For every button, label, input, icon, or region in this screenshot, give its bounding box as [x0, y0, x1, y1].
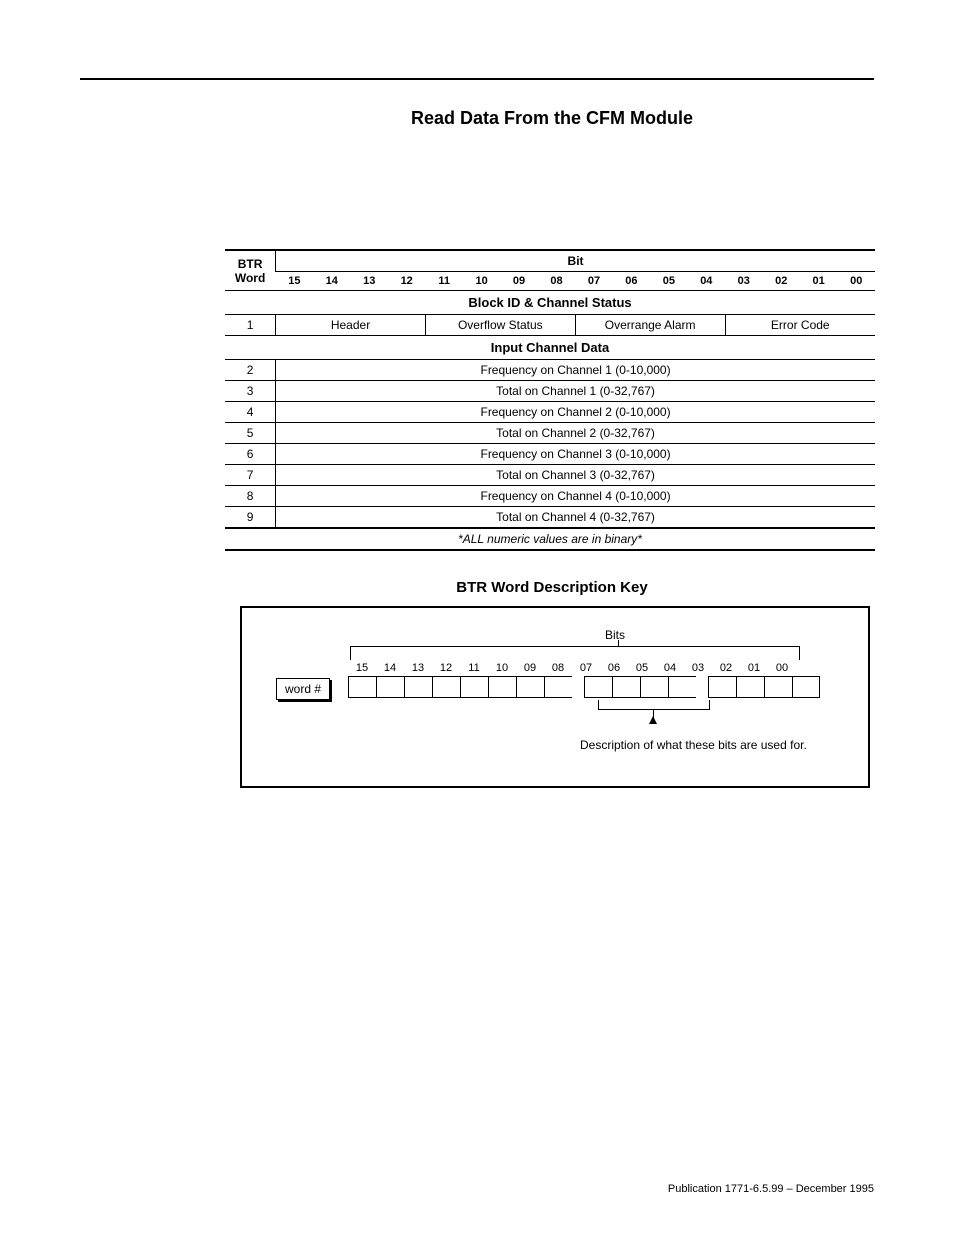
word-cell: 7 [225, 465, 276, 486]
bit-box [460, 676, 488, 698]
key-diagram: Bits 15 14 13 12 11 10 09 08 07 06 05 04… [240, 606, 870, 788]
bit-col-06: 06 [613, 272, 650, 291]
bit-col-09: 09 [500, 272, 537, 291]
bit-box [376, 676, 404, 698]
col-header-word: BTR Word [225, 250, 276, 291]
bit-box [640, 676, 668, 698]
bit-box [516, 676, 544, 698]
bitnum: 14 [376, 662, 404, 674]
bit-col-14: 14 [313, 272, 350, 291]
bit-col-07: 07 [575, 272, 612, 291]
bit-col-05: 05 [650, 272, 687, 291]
word-cell: 9 [225, 507, 276, 529]
bit-col-00: 00 [837, 272, 875, 291]
desc-cell: Total on Channel 3 (0-32,767) [276, 465, 875, 486]
bit-col-04: 04 [688, 272, 725, 291]
word-cell: 2 [225, 360, 276, 381]
bit-box [488, 676, 516, 698]
desc-cell: Frequency on Channel 1 (0-10,000) [276, 360, 875, 381]
bits-label: Bits [605, 628, 625, 642]
seg-overrange: Overrange Alarm [575, 315, 725, 336]
seg-error: Error Code [725, 315, 875, 336]
bit-col-02: 02 [763, 272, 800, 291]
bit-col-12: 12 [388, 272, 425, 291]
bit-gap [696, 676, 708, 698]
bit-col-01: 01 [800, 272, 837, 291]
btr-table: BTR Word Bit 15 14 13 12 11 10 09 08 07 … [225, 249, 875, 551]
bitnum: 11 [460, 662, 488, 674]
key-title: BTR Word Description Key [230, 579, 874, 596]
bit-col-03: 03 [725, 272, 762, 291]
page-title: Read Data From the CFM Module [230, 108, 874, 129]
word-cell: 8 [225, 486, 276, 507]
bitnum: 03 [684, 662, 712, 674]
bit-box [668, 676, 696, 698]
arrow-up-icon [649, 716, 657, 724]
desc-cell: Frequency on Channel 3 (0-10,000) [276, 444, 875, 465]
bit-box [432, 676, 460, 698]
bit-boxes-row [348, 676, 820, 698]
seg-overflow: Overflow Status [425, 315, 575, 336]
bit-box [612, 676, 640, 698]
word-cell: 5 [225, 423, 276, 444]
desc-cell: Frequency on Channel 2 (0-10,000) [276, 402, 875, 423]
bit-box [792, 676, 820, 698]
bit-col-13: 13 [351, 272, 388, 291]
bitnum: 00 [768, 662, 796, 674]
section-block-id: Block ID & Channel Status [225, 291, 875, 315]
col-header-bit: Bit [276, 250, 875, 272]
desc-cell: Total on Channel 1 (0-32,767) [276, 381, 875, 402]
under-brace [598, 700, 710, 710]
bitnum: 08 [544, 662, 572, 674]
section-input-data: Input Channel Data [225, 336, 875, 360]
top-brace [350, 646, 800, 660]
key-description: Description of what these bits are used … [580, 738, 807, 752]
bitnum: 15 [348, 662, 376, 674]
bit-box [584, 676, 612, 698]
bitnum: 06 [600, 662, 628, 674]
bit-box [764, 676, 792, 698]
word-cell: 6 [225, 444, 276, 465]
desc-cell: Total on Channel 2 (0-32,767) [276, 423, 875, 444]
bitnum: 13 [404, 662, 432, 674]
word-cell: 4 [225, 402, 276, 423]
bit-box [736, 676, 764, 698]
bitnum: 09 [516, 662, 544, 674]
desc-cell: Total on Channel 4 (0-32,767) [276, 507, 875, 529]
word-cell: 3 [225, 381, 276, 402]
bitnum: 07 [572, 662, 600, 674]
bitnum: 02 [712, 662, 740, 674]
bit-box [348, 676, 376, 698]
bit-gap [572, 676, 584, 698]
bitnum: 04 [656, 662, 684, 674]
bit-box [404, 676, 432, 698]
bit-col-15: 15 [276, 272, 313, 291]
seg-header: Header [276, 315, 426, 336]
table-footnote: *ALL numeric values are in binary* [225, 528, 875, 550]
bitnum: 12 [432, 662, 460, 674]
bit-box [708, 676, 736, 698]
word-1: 1 [225, 315, 276, 336]
desc-cell: Frequency on Channel 4 (0-10,000) [276, 486, 875, 507]
bit-col-11: 11 [425, 272, 462, 291]
bit-col-08: 08 [538, 272, 575, 291]
bit-col-10: 10 [463, 272, 500, 291]
bitnum: 10 [488, 662, 516, 674]
bit-numbers-row: 15 14 13 12 11 10 09 08 07 06 05 04 03 0… [348, 662, 796, 674]
bitnum: 05 [628, 662, 656, 674]
publication-footer: Publication 1771-6.5.99 – December 1995 [668, 1183, 874, 1195]
bit-box [544, 676, 572, 698]
word-number-box: word # [276, 678, 330, 700]
bitnum: 01 [740, 662, 768, 674]
header-rule [80, 78, 874, 80]
